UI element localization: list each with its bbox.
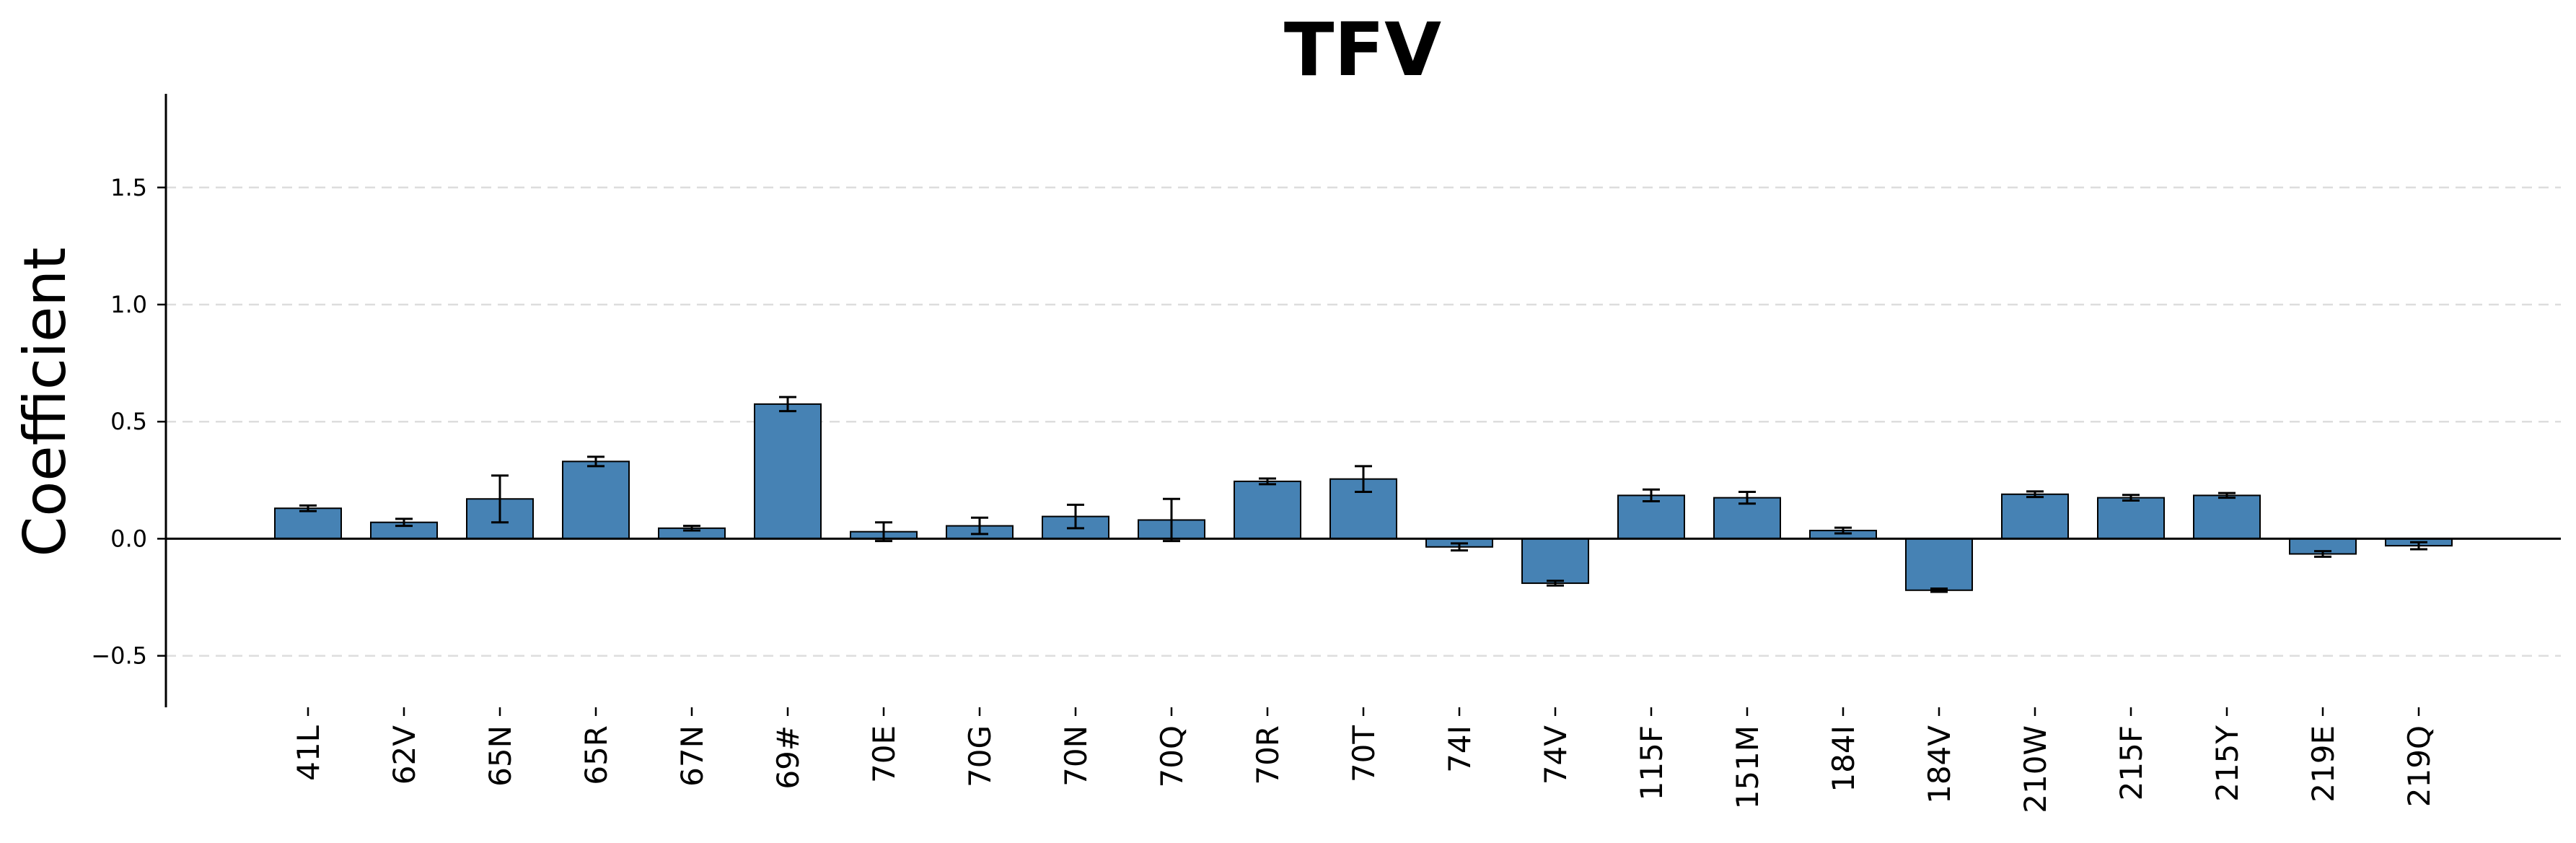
error-bar-70Q	[1163, 497, 1180, 543]
bar-115F	[1617, 494, 1685, 540]
error-bar-70T	[1355, 465, 1372, 494]
x-tick-label: 184V	[1922, 725, 1957, 804]
error-bar-184I	[1834, 526, 1852, 535]
error-bar-115F	[1643, 488, 1660, 503]
y-tick-label: 1.5	[110, 174, 147, 201]
bar-215Y	[2193, 494, 2261, 540]
error-bar-215F	[2122, 494, 2140, 502]
x-tick-label: 215F	[2114, 725, 2149, 800]
bar-215F	[2097, 497, 2165, 540]
bar-74V	[1521, 538, 1589, 585]
error-bar-70N	[1067, 503, 1084, 530]
x-tick-label: 219Q	[2401, 725, 2437, 807]
y-tick-label: 0.0	[110, 525, 147, 552]
x-tick-label: 41L	[291, 725, 326, 780]
error-bar-184V	[1930, 588, 1948, 593]
error-bar-74I	[1451, 542, 1468, 552]
bar-69#	[754, 403, 822, 540]
error-bar-70G	[971, 516, 988, 536]
bar-65R	[562, 460, 630, 540]
x-tick-label: 70N	[1058, 725, 1094, 787]
error-bar-65R	[587, 455, 605, 468]
y-tick-label: 0.5	[110, 408, 147, 435]
error-bar-219E	[2314, 550, 2331, 558]
x-tick-label: 219E	[2305, 725, 2341, 803]
x-tick-label: 67N	[674, 725, 710, 787]
error-bar-69#	[779, 396, 796, 413]
error-bar-62V	[395, 517, 413, 528]
x-tick-label: 62V	[387, 725, 422, 785]
error-bar-65N	[491, 474, 509, 524]
axes	[164, 94, 2561, 707]
error-bar-74V	[1547, 580, 1564, 587]
x-tick-label: 65N	[483, 725, 518, 787]
chart-title: TFV	[1284, 7, 1441, 93]
x-tick-label: 70R	[1250, 725, 1285, 785]
x-tick-label: 74V	[1538, 725, 1573, 785]
bar-210W	[2001, 493, 2069, 540]
error-bar-41L	[299, 504, 317, 512]
x-tick-label: 210W	[2018, 725, 2053, 813]
x-tick-label: 184I	[1826, 725, 1861, 792]
error-bars	[299, 396, 2427, 593]
x-tick-label: 70T	[1346, 725, 1381, 782]
x-tick-label: 215Y	[2210, 725, 2245, 802]
bar-41L	[274, 507, 342, 540]
y-axis-label: Coefficient	[12, 248, 79, 557]
x-tick-label: 74I	[1442, 725, 1477, 773]
bar-184V	[1905, 538, 1973, 591]
x-tick-label: 70E	[866, 725, 902, 783]
x-tick-label: 151M	[1730, 725, 1765, 809]
y-tick-label: −0.5	[91, 642, 147, 670]
x-tick-label: 70Q	[1154, 725, 1190, 788]
error-bar-67N	[683, 525, 700, 532]
error-bar-151M	[1738, 491, 1756, 505]
x-tick-label: 115F	[1634, 725, 1669, 800]
x-tick-label: 70G	[962, 725, 998, 787]
error-bar-70R	[1259, 477, 1276, 486]
error-bar-215Y	[2218, 492, 2236, 499]
x-ticks: 41L 62V 65N 65R 67N 69# 70E 70G 70N 70Q 70R 70T 74I 7…	[291, 707, 2437, 813]
x-tick-label: 65R	[579, 725, 614, 785]
x-tick-label: 69#	[770, 725, 806, 790]
error-bar-210W	[2026, 490, 2044, 499]
error-bar-219Q	[2410, 541, 2427, 551]
grid-lines	[166, 186, 2561, 657]
y-ticks: −0.5 0.0 0.5 1.0 1.5	[91, 174, 166, 670]
bar-70R	[1234, 480, 1301, 540]
y-tick-label: 1.0	[110, 291, 147, 318]
